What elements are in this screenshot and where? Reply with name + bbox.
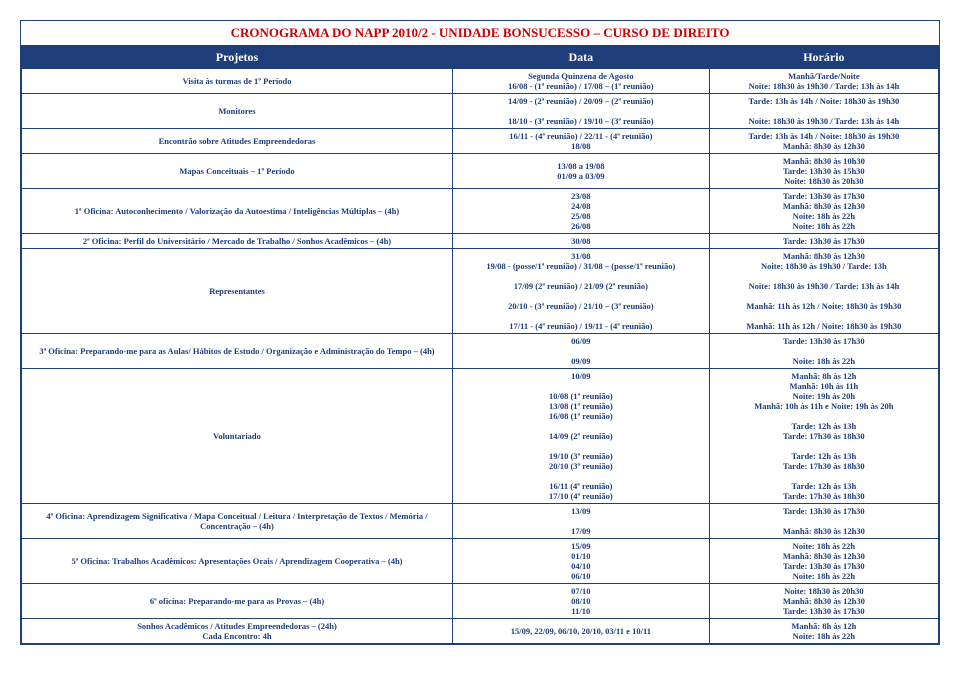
schedule-cell: Manhã: 8h30 às 10h30Tarde: 13h30 às 15h3…	[709, 154, 938, 189]
date-cell: 16/11 - (4ª reunião) / 22/11 - (4ª reuni…	[452, 129, 709, 154]
header-row: Projetos Data Horário	[22, 47, 939, 69]
table-row: 5ª Oficina: Trabalhos Acadêmicos: Aprese…	[22, 539, 939, 584]
table-row: 6ª oficina: Preparando-me para as Provas…	[22, 584, 939, 619]
date-cell: 23/0824/0825/0826/08	[452, 189, 709, 234]
table-row: 1ª Oficina: Autoconhecimento / Valorizaç…	[22, 189, 939, 234]
project-cell: Representantes	[22, 249, 453, 334]
date-cell: 13/08 a 19/0801/09 a 03/09	[452, 154, 709, 189]
date-cell: 31/0819/08 - (posse/1ª reunião) / 31/08 …	[452, 249, 709, 334]
schedule-table: Projetos Data Horário Visita às turmas d…	[21, 46, 939, 644]
date-cell: 13/0917/09	[452, 504, 709, 539]
date-cell: 14/09 - (2ª reunião) / 20/09 – (2ª reuni…	[452, 94, 709, 129]
header-date: Data	[452, 47, 709, 69]
table-row: Encontrão sobre Atitudes Empreendedoras1…	[22, 129, 939, 154]
schedule-container: CRONOGRAMA DO NAPP 2010/2 - UNIDADE BONS…	[20, 20, 940, 645]
date-cell: 15/09, 22/09, 06/10, 20/10, 03/11 e 10/1…	[452, 619, 709, 644]
project-cell: Monitores	[22, 94, 453, 129]
date-cell: 30/08	[452, 234, 709, 249]
table-row: Voluntariado10/0910/08 (1ª reunião)13/08…	[22, 369, 939, 504]
schedule-cell: Tarde: 13h30 às 17h30Manhã: 8h30 às 12h3…	[709, 504, 938, 539]
project-cell: Mapas Conceituais – 1º Período	[22, 154, 453, 189]
schedule-cell: Tarde: 13h30 às 17h30Manhã: 8h30 às 12h3…	[709, 189, 938, 234]
date-cell: 10/0910/08 (1ª reunião)13/08 (1ª reunião…	[452, 369, 709, 504]
schedule-cell: Manhã: 8h30 às 12h30Noite: 18h30 às 19h3…	[709, 249, 938, 334]
date-cell: 15/0901/1004/1006/10	[452, 539, 709, 584]
date-cell: 06/0909/09	[452, 334, 709, 369]
table-row: Representantes31/0819/08 - (posse/1ª reu…	[22, 249, 939, 334]
document-title: CRONOGRAMA DO NAPP 2010/2 - UNIDADE BONS…	[21, 21, 939, 46]
project-cell: 1ª Oficina: Autoconhecimento / Valorizaç…	[22, 189, 453, 234]
project-cell: 6ª oficina: Preparando-me para as Provas…	[22, 584, 453, 619]
table-row: 3ª Oficina: Preparando-me para as Aulas/…	[22, 334, 939, 369]
schedule-cell: Tarde: 13h30 às 17h30Noite: 18h às 22h	[709, 334, 938, 369]
schedule-cell: Noite: 18h às 22hManhã: 8h30 às 12h30Tar…	[709, 539, 938, 584]
date-cell: 07/1008/1011/10	[452, 584, 709, 619]
project-cell: Voluntariado	[22, 369, 453, 504]
schedule-cell: Manhã: 8h às 12hManhã: 10h às 11hNoite: …	[709, 369, 938, 504]
schedule-cell: Tarde: 13h às 14h / Noite: 18h30 às 19h3…	[709, 129, 938, 154]
header-projects: Projetos	[22, 47, 453, 69]
schedule-cell: Manhã: 8h às 12hNoite: 18h às 22h	[709, 619, 938, 644]
date-cell: Segunda Quinzena de Agosto16/08 - (1ª re…	[452, 69, 709, 94]
table-row: Monitores14/09 - (2ª reunião) / 20/09 – …	[22, 94, 939, 129]
table-row: Mapas Conceituais – 1º Período13/08 a 19…	[22, 154, 939, 189]
table-row: 4ª Oficina: Aprendizagem Significativa /…	[22, 504, 939, 539]
project-cell: 3ª Oficina: Preparando-me para as Aulas/…	[22, 334, 453, 369]
schedule-cell: Manhã/Tarde/NoiteNoite: 18h30 às 19h30 /…	[709, 69, 938, 94]
project-cell: 2ª Oficina: Perfil do Universitário / Me…	[22, 234, 453, 249]
table-row: Sonhos Acadêmicos / Atitudes Empreendedo…	[22, 619, 939, 644]
table-row: 2ª Oficina: Perfil do Universitário / Me…	[22, 234, 939, 249]
schedule-cell: Tarde: 13h às 14h / Noite: 18h30 às 19h3…	[709, 94, 938, 129]
schedule-cell: Noite: 18h30 às 20h30Manhã: 8h30 às 12h3…	[709, 584, 938, 619]
schedule-cell: Tarde: 13h30 às 17h30	[709, 234, 938, 249]
project-cell: 4ª Oficina: Aprendizagem Significativa /…	[22, 504, 453, 539]
project-cell: Visita às turmas de 1º Período	[22, 69, 453, 94]
table-row: Visita às turmas de 1º PeríodoSegunda Qu…	[22, 69, 939, 94]
project-cell: Encontrão sobre Atitudes Empreendedoras	[22, 129, 453, 154]
project-cell: Sonhos Acadêmicos / Atitudes Empreendedo…	[22, 619, 453, 644]
header-schedule: Horário	[709, 47, 938, 69]
project-cell: 5ª Oficina: Trabalhos Acadêmicos: Aprese…	[22, 539, 453, 584]
